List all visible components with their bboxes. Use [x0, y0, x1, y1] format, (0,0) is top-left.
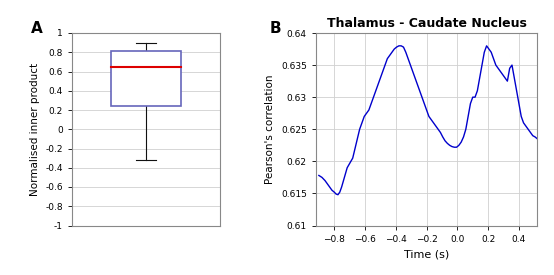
- Bar: [111, 51, 181, 106]
- Text: A: A: [30, 21, 43, 37]
- Title: Thalamus - Caudate Nucleus: Thalamus - Caudate Nucleus: [327, 17, 526, 31]
- Y-axis label: Normalised inner product: Normalised inner product: [30, 63, 40, 196]
- Y-axis label: Pearson's correlation: Pearson's correlation: [265, 75, 275, 184]
- X-axis label: Time (s): Time (s): [404, 249, 449, 259]
- Text: B: B: [269, 21, 281, 37]
